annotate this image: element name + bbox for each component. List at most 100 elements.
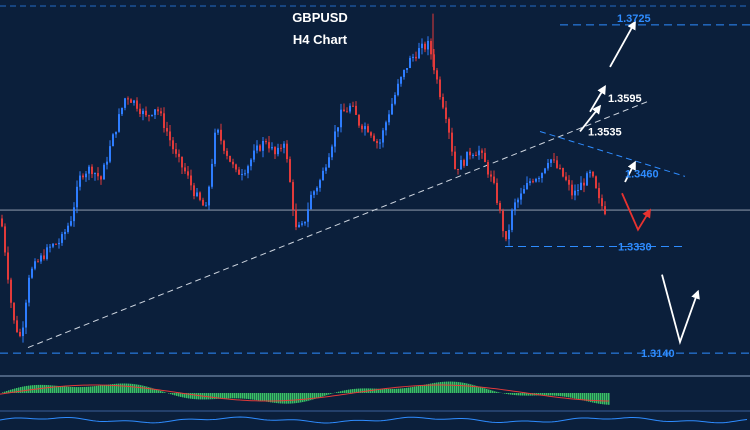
- candle-body: [586, 173, 588, 186]
- candle-body: [193, 185, 195, 197]
- candle-body: [370, 132, 372, 136]
- histogram-bar: [456, 381, 458, 393]
- candle-body: [109, 146, 111, 162]
- histogram-bar: [146, 386, 148, 393]
- candle-body: [394, 95, 396, 104]
- histogram-bar: [54, 385, 56, 393]
- histogram-bar: [168, 393, 170, 394]
- candle-body: [343, 109, 345, 112]
- level-label-1-3330: 1.3330: [618, 242, 652, 254]
- histogram-bar: [2, 392, 4, 393]
- histogram-bar: [338, 391, 340, 393]
- histogram-bar: [518, 393, 520, 396]
- histogram-bar: [402, 388, 404, 393]
- histogram-bar: [156, 389, 158, 393]
- histogram-bar: [216, 393, 218, 399]
- candle-body: [58, 242, 60, 245]
- candle-body: [520, 193, 522, 200]
- histogram-bar: [432, 383, 434, 393]
- histogram-bar: [596, 393, 598, 404]
- histogram-bar: [462, 382, 464, 393]
- histogram-bar: [528, 393, 530, 396]
- candle-body: [397, 83, 399, 96]
- histogram-bar: [460, 382, 462, 393]
- histogram-bar: [58, 385, 60, 393]
- candle-body: [268, 142, 270, 149]
- histogram-bar: [314, 393, 316, 399]
- forecast-path-6: [609, 20, 636, 68]
- candle-body: [484, 152, 486, 163]
- histogram-bar: [306, 393, 308, 402]
- candle-body: [523, 189, 525, 194]
- histogram-bar: [448, 381, 450, 393]
- lower-oscillator-line: [0, 416, 748, 424]
- histogram-bar: [482, 387, 484, 393]
- histogram-bar: [162, 391, 164, 393]
- candle-body: [292, 182, 294, 210]
- histogram-bar: [474, 385, 476, 393]
- candle-body: [517, 199, 519, 203]
- histogram-bar: [194, 393, 196, 400]
- histogram-bar: [478, 386, 480, 393]
- candle-body: [553, 159, 555, 161]
- candle-body: [550, 159, 552, 163]
- histogram-bar: [316, 393, 318, 399]
- candle-body: [232, 161, 234, 165]
- candle-body: [298, 224, 300, 228]
- histogram-bar: [104, 384, 106, 393]
- histogram-bar: [586, 393, 588, 402]
- candle-body: [91, 166, 93, 175]
- chart-subtitle: H4 Chart: [293, 32, 348, 47]
- histogram-bar: [430, 383, 432, 393]
- candle-body: [556, 160, 558, 168]
- histogram-bar: [458, 382, 460, 393]
- candle-body: [178, 153, 180, 157]
- candle-body: [352, 105, 354, 107]
- histogram-bar: [144, 386, 146, 393]
- histogram-bar: [446, 381, 448, 393]
- histogram-bar: [278, 393, 280, 404]
- candle-body: [241, 173, 243, 175]
- candle-body: [415, 56, 417, 59]
- histogram-bar: [78, 387, 80, 393]
- histogram-bar: [422, 385, 424, 393]
- candle-body: [7, 252, 9, 280]
- candle-body: [331, 146, 333, 158]
- candle-body: [310, 194, 312, 210]
- histogram-bar: [252, 393, 254, 400]
- histogram-bar: [184, 393, 186, 398]
- candle-body: [103, 164, 105, 180]
- histogram-bar: [302, 393, 304, 403]
- histogram-bar: [492, 390, 494, 393]
- candle-body: [337, 127, 339, 132]
- candle-body: [82, 175, 84, 178]
- histogram-bar: [24, 386, 26, 393]
- histogram-bar: [210, 393, 212, 400]
- histogram-bar: [102, 385, 104, 393]
- histogram-bar: [522, 393, 524, 396]
- candle-body: [481, 150, 483, 153]
- histogram-bar: [90, 386, 92, 393]
- histogram-bar: [62, 386, 64, 393]
- histogram-bar: [268, 393, 270, 403]
- histogram-bar: [558, 393, 560, 396]
- candle-body: [562, 168, 564, 177]
- histogram-bar: [266, 393, 268, 402]
- histogram-bar: [574, 393, 576, 399]
- histogram-bar: [14, 388, 16, 393]
- candle-body: [382, 130, 384, 143]
- histogram-bar: [358, 388, 360, 393]
- candle-body: [76, 186, 78, 208]
- candle-body: [367, 126, 369, 133]
- candle-body: [511, 209, 513, 230]
- candle-body: [514, 202, 516, 210]
- candle-body: [271, 147, 273, 149]
- candle-body: [259, 145, 261, 151]
- candle-body: [25, 302, 27, 328]
- histogram-bar: [504, 393, 506, 394]
- histogram-bar: [466, 383, 468, 393]
- histogram-bar: [128, 383, 130, 393]
- histogram-bar: [48, 385, 50, 393]
- candle-body: [139, 108, 141, 114]
- candle-body: [604, 206, 606, 215]
